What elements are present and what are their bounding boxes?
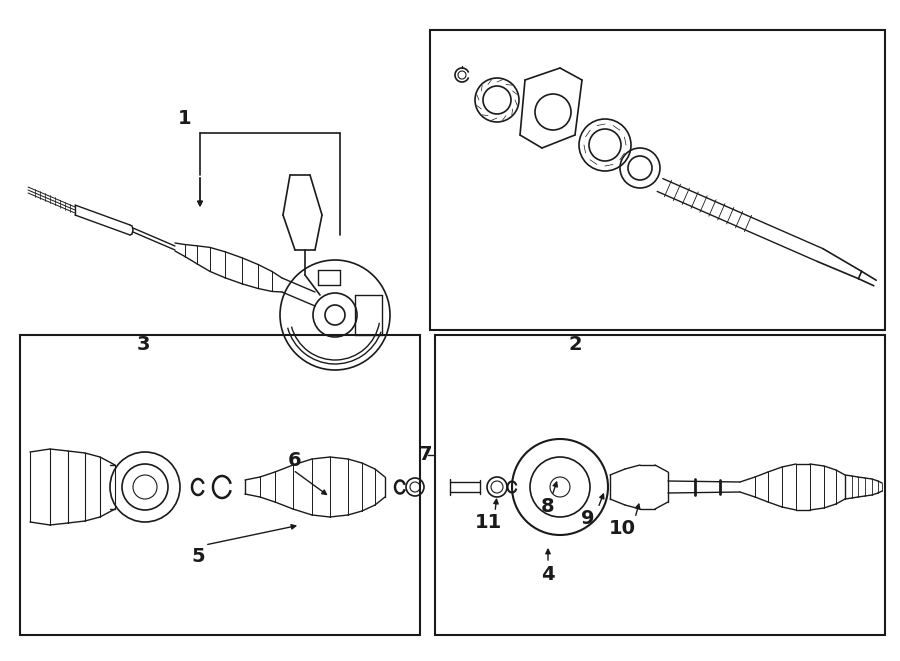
Text: 1: 1 xyxy=(178,108,192,128)
Text: 7: 7 xyxy=(418,446,432,465)
Text: 11: 11 xyxy=(474,514,501,533)
Text: 2: 2 xyxy=(568,336,581,354)
Text: 5: 5 xyxy=(191,547,205,566)
Text: 6: 6 xyxy=(288,451,302,469)
Text: 8: 8 xyxy=(541,496,554,516)
Bar xyxy=(430,30,885,330)
Text: 3: 3 xyxy=(136,336,149,354)
Text: 10: 10 xyxy=(608,518,635,537)
Text: 4: 4 xyxy=(541,566,554,584)
Text: 9: 9 xyxy=(581,508,595,527)
Bar xyxy=(20,335,420,635)
Bar xyxy=(435,335,885,635)
